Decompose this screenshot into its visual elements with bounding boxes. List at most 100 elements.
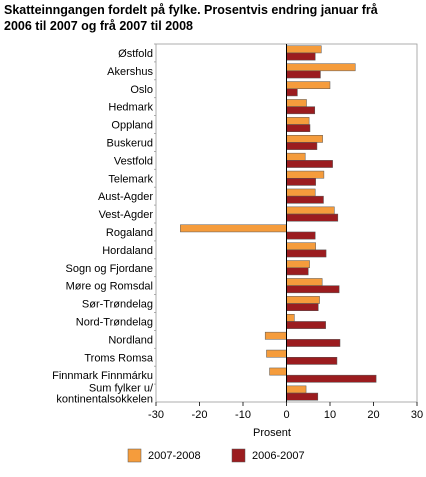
bar-series2-14 [286, 303, 319, 311]
category-label-line: Akershus [107, 66, 153, 78]
bar-series2-5 [286, 142, 318, 150]
bar-series2-8 [286, 195, 324, 204]
category-label-line: Troms Romsa [84, 352, 154, 364]
bar-series2-9 [286, 213, 339, 222]
category-label-line: Telemark [108, 173, 153, 185]
category-labels: Østfold Akershus Oslo Hedmark Oppland Buskeru… [52, 43, 156, 406]
category-label-15: Nord-Trøndelag [76, 316, 153, 328]
bar-series1-13 [286, 278, 323, 286]
x-tick-label: -20 [192, 409, 208, 421]
legend-swatch-1 [127, 448, 142, 463]
bar-series2-13 [286, 285, 340, 294]
x-tick-label: 20 [367, 409, 379, 421]
chart-title: Skatteinngangen fordelt på fylke. Prosen… [4, 2, 422, 34]
bar-series1-14 [286, 296, 320, 304]
category-label-line: Østfold [118, 48, 153, 60]
category-label-line: Sør-Trøndelag [82, 299, 153, 311]
chart-title-line-1: Skatteinngangen fordelt på fylke. Prosen… [4, 3, 378, 17]
bar-series2-4 [286, 124, 311, 133]
category-label-line: Hordaland [102, 245, 153, 257]
category-label-10: Rogaland [106, 227, 153, 239]
category-label-13: Møre og Romsdal [66, 281, 153, 293]
x-tick-label: -30 [148, 409, 164, 421]
category-label-line: Oppland [111, 120, 153, 132]
x-tick-label: 10 [324, 409, 336, 421]
bar-series1-12 [286, 260, 310, 268]
category-label-line: Rogaland [106, 227, 153, 239]
bar-series1-1 [286, 63, 356, 72]
category-label-16: Nordland [108, 334, 153, 346]
bar-series1-17 [266, 349, 287, 358]
bar-series1-11 [286, 242, 316, 251]
bar-series1-2 [286, 81, 331, 90]
bar-series2-10 [286, 231, 316, 240]
category-label-line: Buskerud [107, 137, 153, 149]
x-tick-label: 30 [411, 409, 423, 421]
category-label-1: Akershus [107, 66, 153, 78]
legend-label-1: 2007-2008 [148, 450, 201, 462]
bar-series1-10 [180, 224, 287, 233]
chart-title-line-2: 2006 til 2007 og frå 2007 til 2008 [4, 19, 194, 33]
bar-series2-18 [286, 374, 377, 383]
category-label-line: Sum fylker u/ [89, 383, 154, 395]
bar-series2-15 [286, 321, 326, 329]
bar-series1-0 [286, 45, 322, 54]
bar-series1-4 [286, 117, 310, 125]
category-label-14: Sør-Trøndelag [82, 299, 153, 311]
bar-series2-17 [286, 357, 338, 365]
category-label-line: kontinentalsokkelen [56, 394, 153, 406]
category-label-line: Vestfold [114, 155, 153, 167]
category-label-7: Telemark [108, 173, 153, 185]
category-label-3: Hedmark [108, 102, 153, 114]
x-axis-label: Prosent [253, 427, 291, 439]
bar-series2-12 [286, 267, 309, 276]
x-tick-label: -10 [235, 409, 251, 421]
category-label-5: Buskerud [107, 137, 153, 149]
category-label-line: Finnmark Finnmárku [52, 370, 153, 382]
category-label-2: Oslo [130, 84, 153, 96]
category-label-0: Østfold [118, 48, 153, 60]
bar-series2-3 [286, 106, 316, 115]
bar-series2-2 [286, 88, 298, 97]
category-label-line: Oslo [130, 84, 153, 96]
category-label-9: Vest-Agder [99, 209, 154, 221]
bar-series1-16 [264, 331, 287, 340]
bar-series2-6 [286, 160, 333, 168]
bars [180, 44, 377, 402]
category-label-12: Sogn og Fjordane [66, 263, 153, 275]
category-label-6: Vestfold [114, 155, 153, 167]
category-label-line: Vest-Agder [99, 209, 154, 221]
category-label-18: Finnmark Finnmárku [52, 370, 153, 382]
bar-series1-15 [286, 314, 295, 322]
category-label-19: Sum fylker u/kontinentalsokkelen [56, 383, 154, 406]
bar-series1-19 [286, 385, 307, 394]
bar-series2-11 [286, 249, 327, 258]
bar-series1-7 [286, 170, 325, 179]
bar-series2-16 [286, 339, 341, 347]
category-label-line: Nordland [108, 334, 153, 346]
bar-series1-18 [269, 367, 287, 376]
bar-series1-6 [286, 152, 306, 161]
legend-swatch-2 [231, 448, 246, 463]
category-label-line: Nord-Trøndelag [76, 316, 153, 328]
bar-series1-8 [286, 188, 316, 197]
bar-series1-9 [286, 206, 335, 215]
bar-series2-7 [286, 178, 316, 186]
bar-series1-5 [286, 135, 323, 143]
category-label-11: Hordaland [102, 245, 153, 257]
legend: 2007-2008 2006-2007 [127, 448, 305, 463]
category-label-line: Hedmark [108, 102, 153, 114]
category-label-17: Troms Romsa [84, 352, 154, 364]
bar-series2-19 [286, 392, 319, 401]
category-label-line: Sogn og Fjordane [66, 263, 153, 275]
category-label-line: Aust-Agder [98, 191, 153, 203]
legend-label-2: 2006-2007 [252, 450, 305, 462]
bar-series2-0 [286, 52, 316, 61]
bar-series1-3 [286, 99, 307, 107]
category-label-4: Oppland [111, 120, 153, 132]
category-label-8: Aust-Agder [98, 191, 153, 203]
bar-series2-1 [286, 70, 321, 79]
x-axis: -30 -20 -10 0 10 20 30 [148, 402, 423, 421]
category-label-line: Møre og Romsdal [66, 281, 153, 293]
